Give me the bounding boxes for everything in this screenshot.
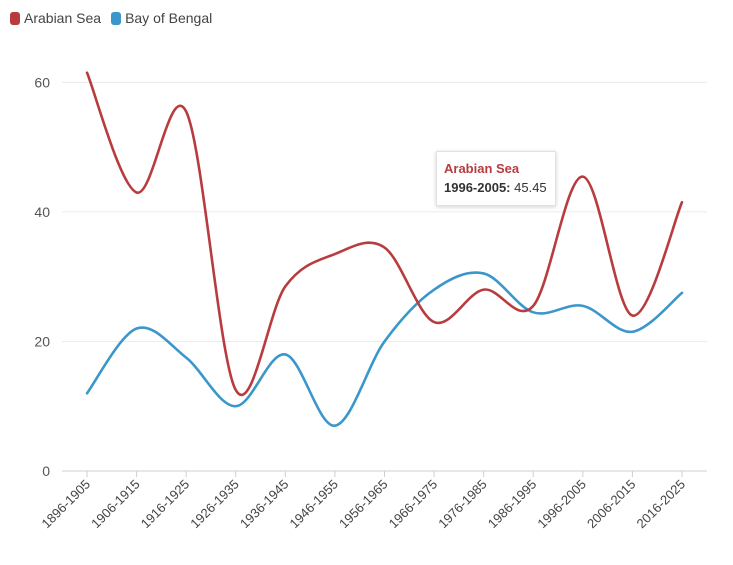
x-tick-label-1986-1995: 1986-1995: [485, 477, 540, 532]
x-tick-label-1906-1915: 1906-1915: [88, 477, 143, 532]
legend-swatch-arabian-sea: [10, 11, 20, 25]
legend-swatch-bay-of-bengal: [111, 11, 122, 25]
tooltip-series-name: Arabian Sea: [444, 161, 520, 176]
gridlines: [62, 81, 707, 472]
y-tick-label-40: 40: [34, 204, 50, 220]
data-point-bay-of-bengal-1946-1955[interactable]: [330, 421, 340, 431]
x-tick-label-1926-1935: 1926-1935: [187, 477, 242, 532]
tooltip-category: 1996-2005:: [444, 180, 511, 195]
x-tick-label-1936-1945: 1936-1945: [237, 477, 292, 532]
legend-label-arabian-sea: Arabian Sea: [24, 10, 102, 26]
data-point-arabian-sea-2016-2025[interactable]: [677, 197, 687, 207]
y-axis-ticks: 0 20 40 60: [34, 74, 50, 479]
data-point-arabian-sea-1896-1905[interactable]: [82, 68, 92, 78]
x-tick-label-1896-1905: 1896-1905: [39, 477, 94, 532]
tooltip: Arabian Sea 1996-2005: 45.45: [436, 151, 556, 206]
data-point-arabian-sea-2006-2015[interactable]: [627, 311, 637, 321]
series-line-arabian-sea[interactable]: [85, 71, 684, 396]
data-point-bay-of-bengal-1906-1915[interactable]: [132, 324, 142, 334]
x-tick-label-1946-1955: 1946-1955: [286, 477, 341, 532]
data-point-bay-of-bengal-1916-1925[interactable]: [181, 353, 191, 363]
y-tick-label-0: 0: [42, 463, 50, 479]
legend: Arabian Sea Bay of Bengal: [10, 10, 212, 26]
tooltip-value: 45.45: [514, 180, 547, 195]
series-lines: [82, 68, 687, 431]
x-tick-label-2006-2015: 2006-2015: [584, 477, 639, 532]
x-axis: 1896-19051906-19151916-19251926-19351936…: [39, 470, 707, 532]
x-tick-label-1996-2005: 1996-2005: [534, 477, 589, 532]
y-tick-label-60: 60: [34, 74, 50, 90]
data-point-arabian-sea-1946-1955[interactable]: [330, 249, 340, 259]
series-line-bay-of-bengal[interactable]: [85, 271, 684, 427]
x-tick-label-1976-1985: 1976-1985: [435, 477, 490, 532]
data-point-arabian-sea-1976-1985[interactable]: [479, 285, 489, 295]
data-point-arabian-sea-1986-1995[interactable]: [528, 301, 538, 311]
data-point-arabian-sea-1926-1935[interactable]: [231, 385, 241, 395]
data-point-bay-of-bengal-1966-1975[interactable]: [429, 285, 439, 295]
x-tick-label-2016-2025: 2016-2025: [634, 477, 689, 532]
data-point-bay-of-bengal-1996-2005[interactable]: [578, 301, 588, 311]
data-point-arabian-sea-1906-1915[interactable]: [132, 187, 142, 197]
data-point-arabian-sea-1996-2005[interactable]: [578, 172, 588, 182]
data-point-bay-of-bengal-1896-1905[interactable]: [82, 388, 92, 398]
data-point-arabian-sea-1956-1965[interactable]: [380, 243, 390, 253]
data-point-bay-of-bengal-1956-1965[interactable]: [380, 336, 390, 346]
x-tick-label-1916-1925: 1916-1925: [138, 477, 193, 532]
legend-item-arabian-sea[interactable]: Arabian Sea: [10, 10, 101, 26]
data-point-bay-of-bengal-1926-1935[interactable]: [231, 401, 241, 411]
x-tick-label-1966-1975: 1966-1975: [386, 477, 441, 532]
data-point-arabian-sea-1936-1945[interactable]: [280, 281, 290, 291]
data-point-bay-of-bengal-1976-1985[interactable]: [479, 268, 489, 278]
tooltip-row: 1996-2005: 45.45: [444, 178, 547, 197]
data-point-arabian-sea-1966-1975[interactable]: [429, 317, 439, 327]
legend-label-bay-of-bengal: Bay of Bengal: [125, 10, 213, 26]
data-point-bay-of-bengal-1936-1945[interactable]: [280, 349, 290, 359]
x-tick-label-1956-1965: 1956-1965: [336, 477, 391, 532]
data-point-arabian-sea-1916-1925[interactable]: [181, 107, 191, 117]
data-point-bay-of-bengal-2006-2015[interactable]: [627, 327, 637, 337]
y-tick-label-20: 20: [34, 333, 50, 349]
data-point-bay-of-bengal-2016-2025[interactable]: [677, 288, 687, 298]
legend-item-bay-of-bengal[interactable]: Bay of Bengal: [111, 10, 212, 26]
